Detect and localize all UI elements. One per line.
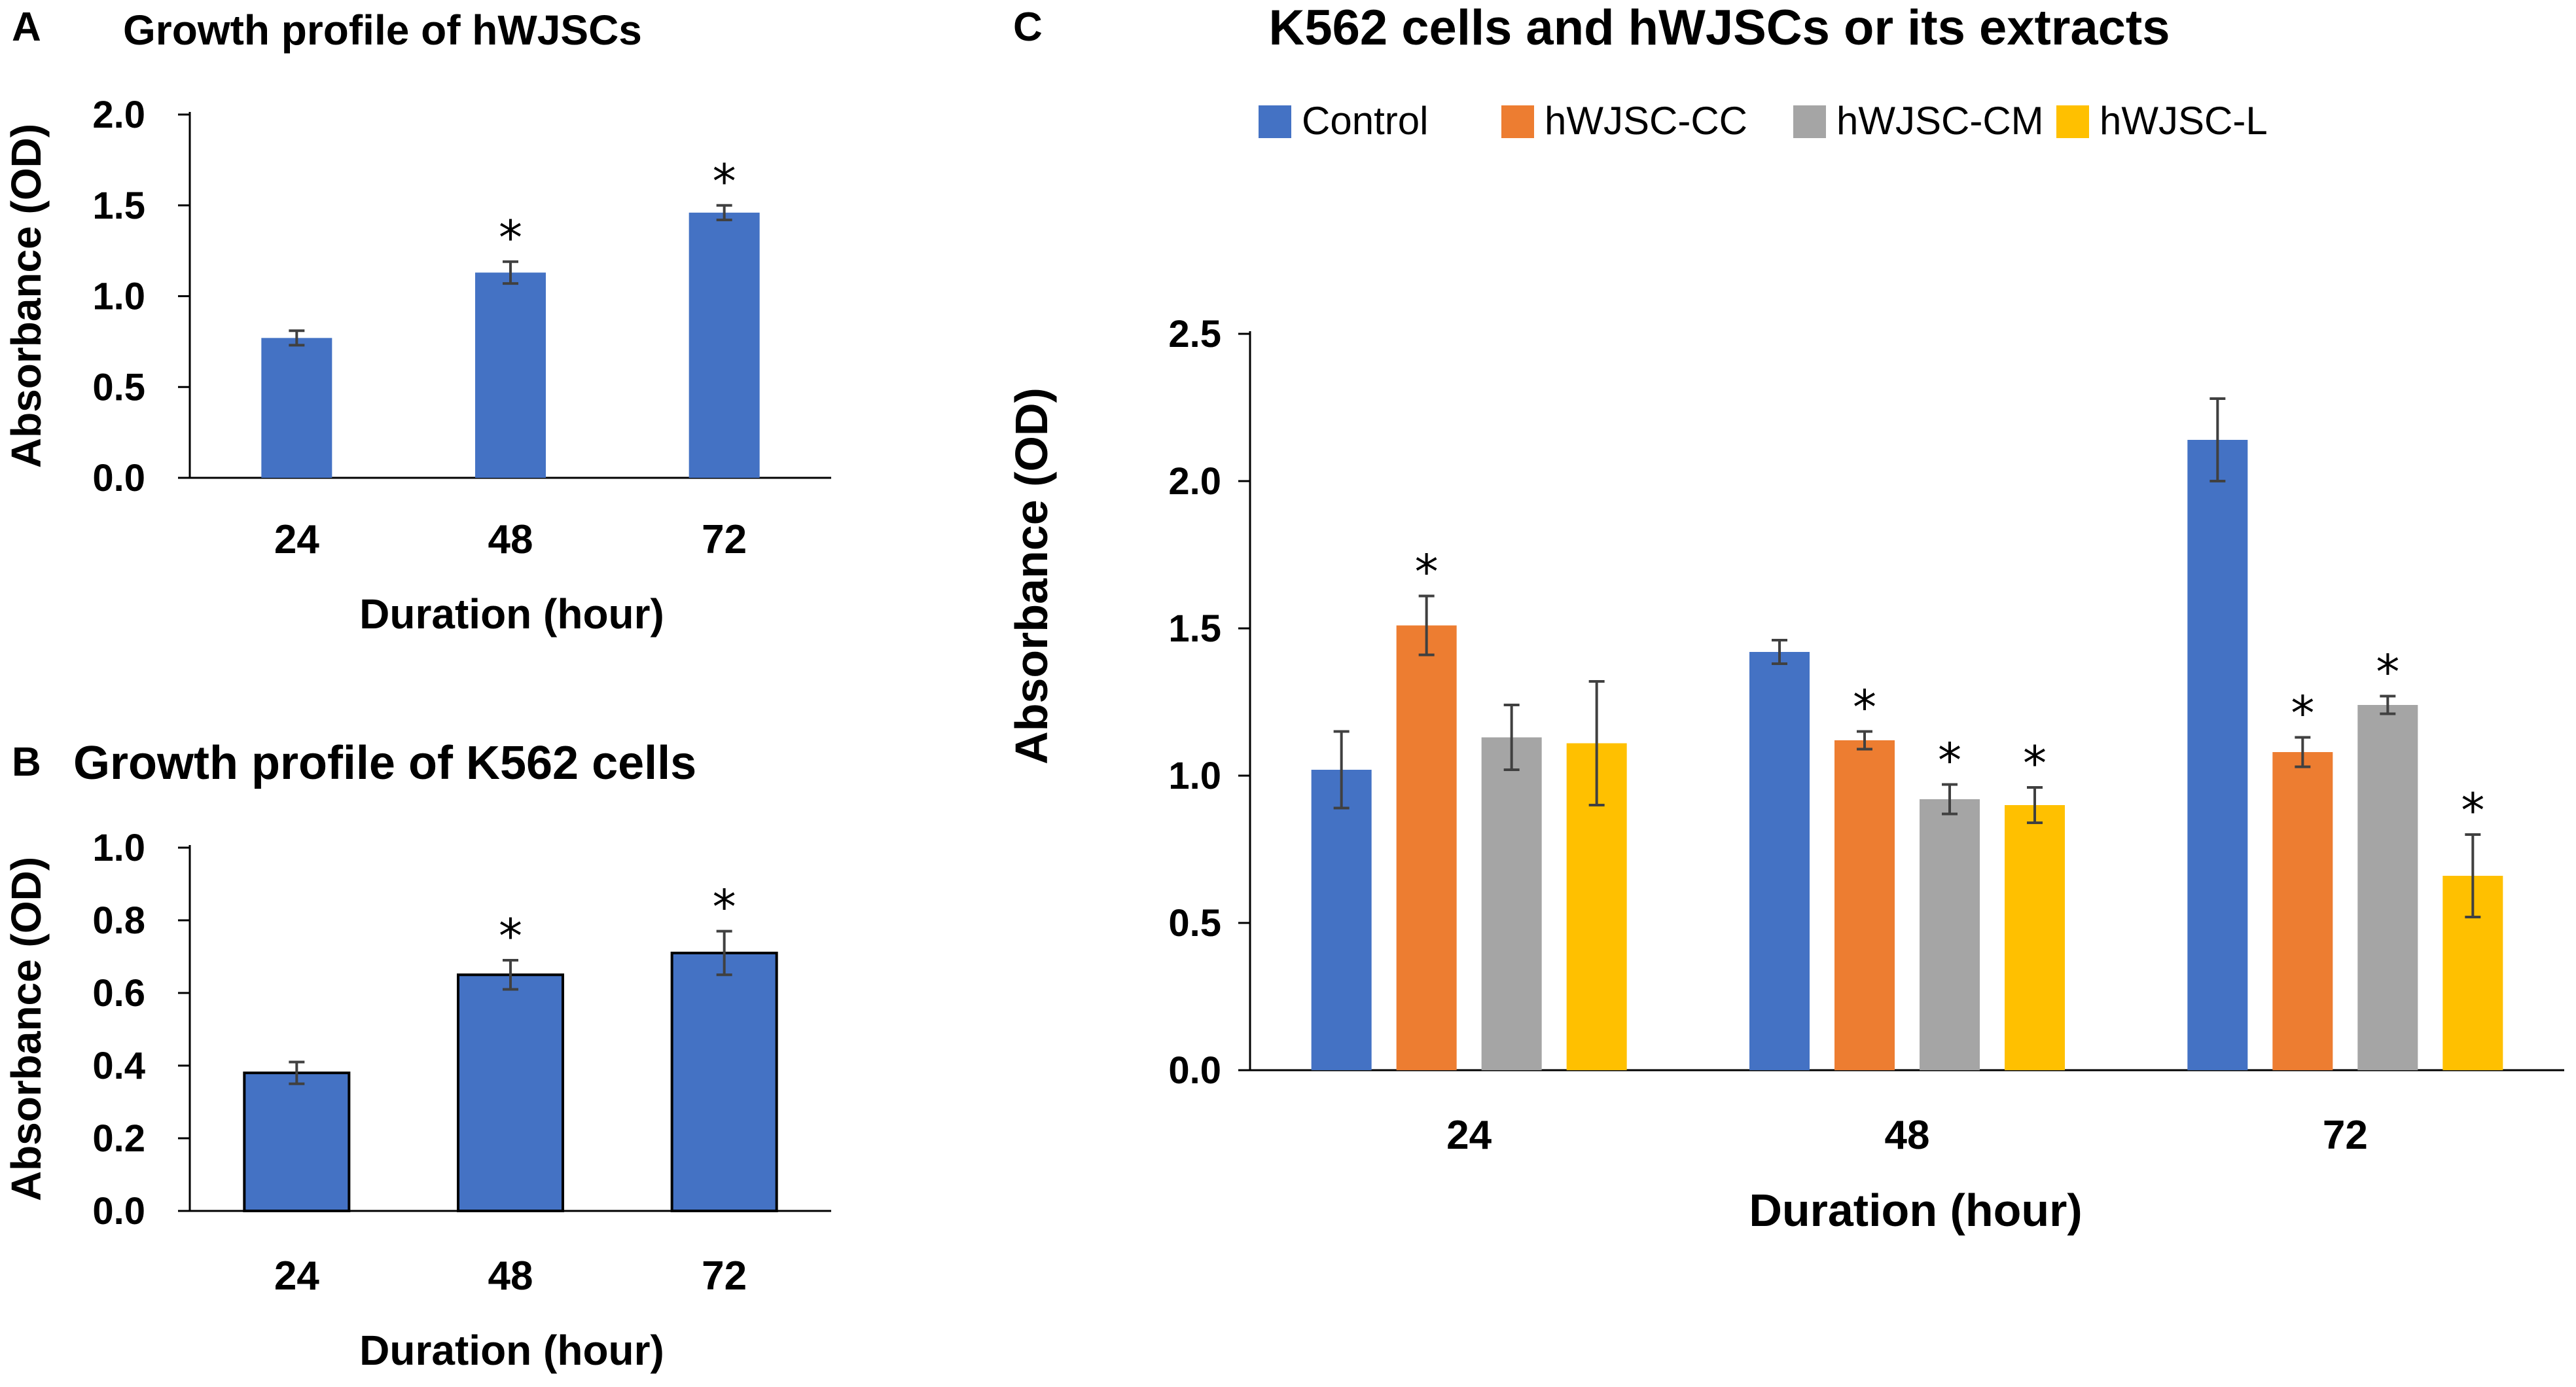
x-tick-label: 48 [1885, 1113, 1930, 1158]
bar-hwjscs-72 [689, 212, 760, 478]
bar-control-48 [1749, 652, 1810, 1070]
legend-label: hWJSC-CC [1545, 99, 1747, 143]
panel-letter: C [1013, 5, 1043, 50]
significance-marker: * [499, 909, 522, 964]
bar-hwjsc-cc-48 [1834, 740, 1895, 1070]
bar-k562-cells-24 [243, 1072, 351, 1212]
y-axis-label: Absorbance (OD) [1006, 387, 1057, 765]
bar-hwjsc-l-48 [2005, 805, 2065, 1070]
chart-title: Growth profile of hWJSCs [123, 7, 642, 54]
x-axis-label: Duration (hour) [359, 1327, 664, 1374]
x-tick-label: 24 [274, 517, 319, 562]
y-tick-label: 0.2 [92, 1117, 145, 1160]
x-axis-label: Duration (hour) [1749, 1185, 2082, 1236]
bar-hwjsc-cm-24 [1481, 737, 1542, 1070]
bar-hwjsc-cc-72 [2272, 752, 2333, 1070]
y-tick-label: 2.0 [92, 94, 145, 136]
bar-k562-cells-72 [670, 951, 778, 1212]
legend-swatch [1501, 105, 1534, 138]
x-axis-label: Duration (hour) [359, 590, 664, 638]
y-tick-label: 0.8 [92, 899, 145, 942]
y-tick-label: 1.5 [1168, 607, 1221, 650]
y-tick-label: 0.4 [92, 1045, 145, 1087]
bar-hwjscs-24 [261, 338, 332, 478]
y-tick-label: 1.0 [92, 827, 145, 869]
x-tick-label: 48 [488, 1253, 533, 1299]
x-tick-label: 72 [702, 517, 747, 562]
significance-marker: * [1853, 680, 1876, 735]
y-tick-label: 0.0 [92, 1190, 145, 1233]
y-axis-label: Absorbance (OD) [3, 857, 50, 1201]
significance-marker: * [2461, 783, 2484, 838]
y-tick-label: 0.5 [92, 366, 145, 408]
panel-b-chart: B Growth profile of K562 cells 0.0 0.2 0.4 0.… [3, 737, 831, 1374]
bar-hwjsc-cm-48 [1920, 799, 1980, 1070]
significance-marker: * [2376, 645, 2399, 700]
chart-title: K562 cells and hWJSCs or its extracts [1268, 0, 2170, 56]
bar-control-24 [1311, 770, 1372, 1070]
bar-control-72 [2187, 440, 2248, 1070]
y-tick-label: 2.5 [1168, 313, 1221, 355]
significance-marker: * [499, 210, 522, 265]
significance-marker: * [2023, 736, 2047, 791]
y-axis-label: Absorbance (OD) [3, 124, 50, 468]
x-tick-label: 24 [1446, 1113, 1492, 1158]
panel-c-chart: C K562 cells and hWJSCs or its extracts 0.… [1006, 0, 2564, 1236]
panel-letter: B [12, 740, 41, 785]
legend-swatch [1793, 105, 1826, 138]
bar-hwjsc-cc-24 [1396, 625, 1457, 1070]
bar-hwjscs-48 [475, 272, 546, 478]
significance-marker: * [1415, 545, 1439, 600]
y-tick-label: 1.0 [1168, 755, 1221, 797]
x-tick-label: 24 [274, 1253, 319, 1299]
y-tick-label: 0.0 [1168, 1049, 1221, 1092]
x-tick-label: 72 [2323, 1113, 2368, 1158]
legend-label: hWJSC-CM [1836, 99, 2044, 143]
y-tick-label: 2.0 [1168, 460, 1221, 503]
legend-label: Control [1302, 99, 1428, 143]
legend-label: hWJSC-L [2100, 99, 2268, 143]
significance-marker: * [1938, 733, 1961, 788]
x-tick-label: 48 [488, 517, 533, 562]
y-tick-label: 0.6 [92, 972, 145, 1015]
panel-a-chart: A Growth profile of hWJSCs 0.0 0.5 1.0 1.5 2.0… [3, 5, 831, 638]
panel-letter: A [12, 5, 41, 50]
y-tick-label: 0.0 [92, 457, 145, 499]
bar-k562-cells-48 [457, 973, 564, 1212]
significance-marker: * [713, 154, 736, 209]
y-tick-label: 1.0 [92, 276, 145, 318]
chart-title: Growth profile of K562 cells [73, 737, 696, 789]
legend-swatch [2056, 105, 2089, 138]
significance-marker: * [713, 880, 736, 935]
legend-swatch [1259, 105, 1291, 138]
y-tick-label: 0.5 [1168, 902, 1221, 945]
y-tick-label: 1.5 [92, 185, 145, 227]
x-tick-label: 72 [702, 1253, 747, 1299]
bar-hwjsc-cm-72 [2357, 705, 2418, 1070]
significance-marker: * [2291, 686, 2314, 741]
